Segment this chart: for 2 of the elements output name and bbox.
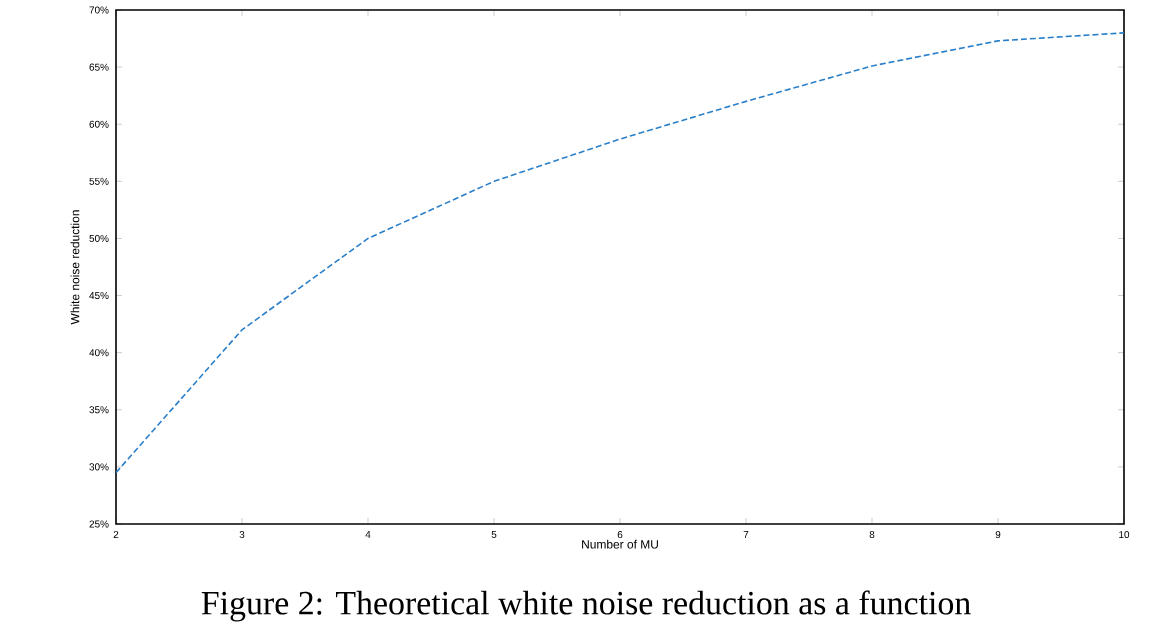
line-series [116,32,1124,474]
caption: Figure 2: Theoretical white noise reduction as a function [201,590,971,622]
